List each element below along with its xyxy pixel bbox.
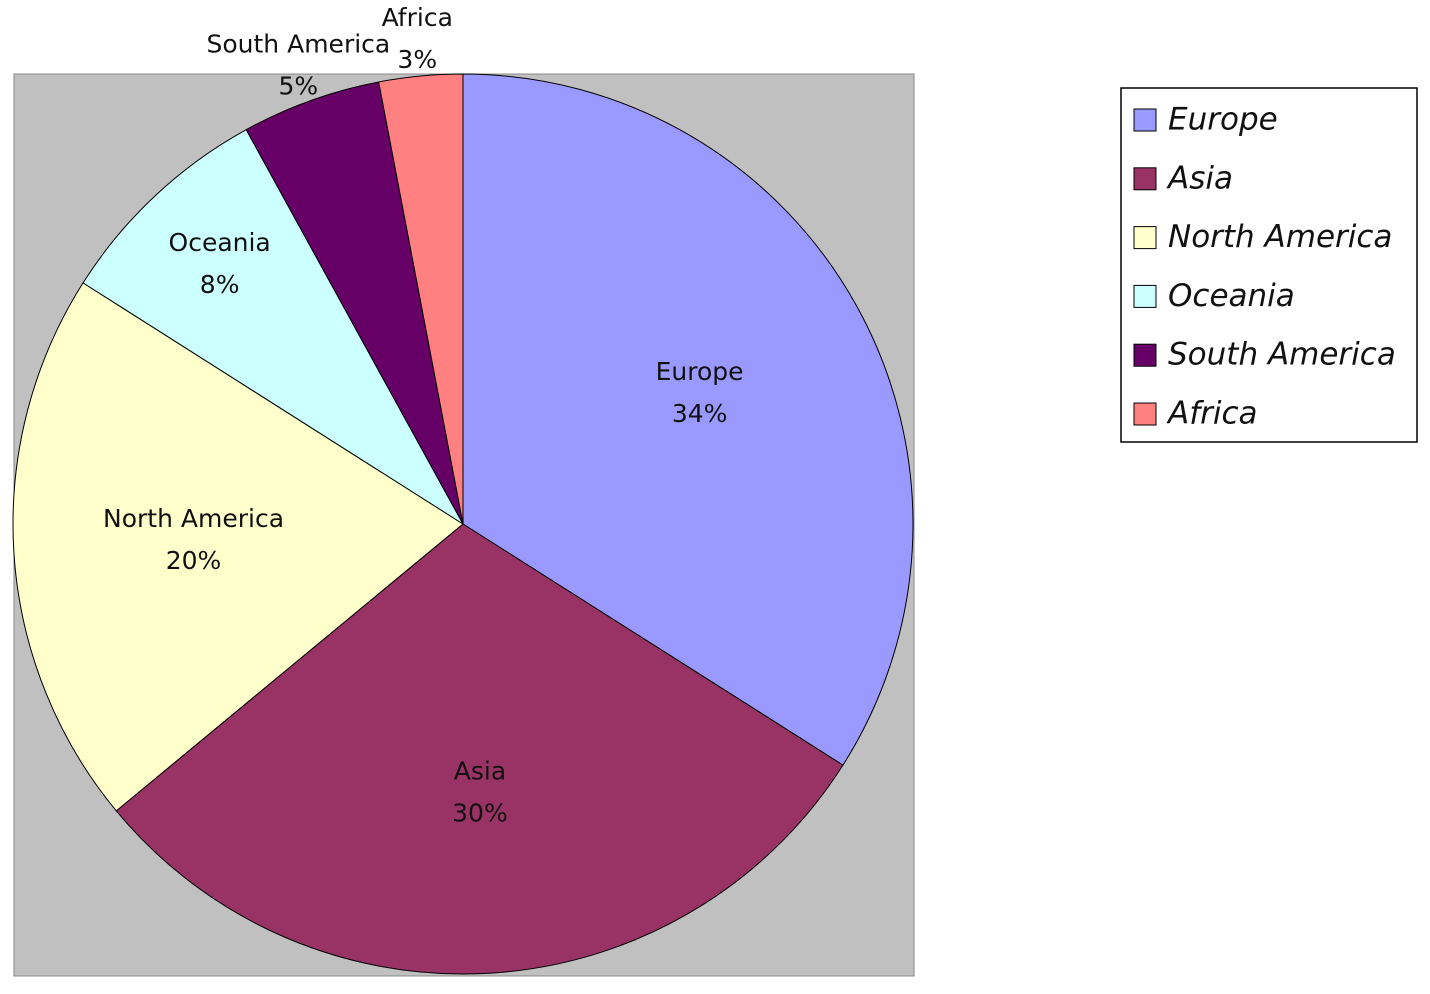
legend-entries: Europe Asia North America Oceania South Amer…: [1133, 102, 1396, 432]
legend-swatch: [1133, 402, 1157, 426]
slice-label-value: 34%: [672, 399, 728, 428]
legend-swatch: [1133, 284, 1157, 308]
legend-swatch: [1133, 108, 1157, 132]
slice-label-value: 8%: [200, 270, 240, 299]
legend-label: Oceania: [1168, 278, 1295, 314]
legend-swatch: [1133, 226, 1157, 250]
slice-label-name: North America: [103, 504, 284, 533]
slice-label-value: 3%: [397, 45, 437, 74]
pie-slice: [115, 523, 844, 975]
legend-label: North America: [1168, 219, 1392, 255]
slice-label-name: Europe: [656, 357, 744, 386]
legend: [1120, 87, 1418, 443]
slice-label-name: Africa: [382, 3, 453, 32]
legend-swatch: [1133, 343, 1157, 367]
legend-label: Africa: [1166, 396, 1258, 432]
slice-label-name: Asia: [454, 756, 506, 785]
slice-label-name: Oceania: [169, 228, 271, 257]
pie-slice: [82, 128, 464, 525]
slice-label-name: South America: [207, 30, 391, 59]
slice-label-value: 30%: [452, 798, 508, 827]
pie-slice: [378, 73, 464, 525]
legend-label: South America: [1168, 337, 1396, 373]
legend-label: Asia: [1166, 160, 1233, 196]
slice-label-value: 5%: [279, 72, 319, 101]
pie-slice: [462, 73, 914, 766]
pie-slice: [12, 282, 464, 812]
slice-label-value: 20%: [166, 546, 222, 575]
legend-label: Europe: [1168, 102, 1278, 138]
legend-swatch: [1133, 167, 1157, 191]
